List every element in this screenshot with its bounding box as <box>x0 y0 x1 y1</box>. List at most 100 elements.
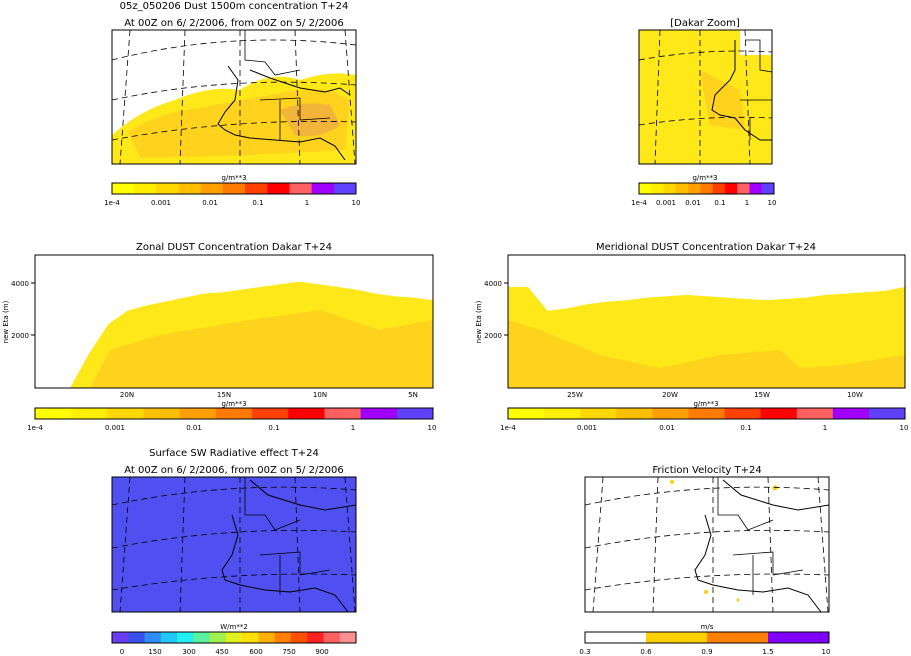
colorbar-swatch <box>200 183 224 194</box>
coastline <box>694 514 822 612</box>
meridional-x-axis: 25W 20W 15W 10W <box>567 391 863 399</box>
colorbar-frame <box>507 407 906 420</box>
colorbar-tick-label: 450 <box>215 648 228 656</box>
ustar-spot <box>670 480 674 484</box>
colorbar-tick-label: 1e-4 <box>104 199 120 207</box>
colorbar-swatch <box>288 408 325 419</box>
colorbar-swatch <box>112 632 129 643</box>
ustar-colorbar <box>584 631 830 644</box>
colorbar-swatch <box>639 183 652 194</box>
colorbar-tick-label: 0.3 <box>579 648 590 656</box>
coastline <box>221 514 349 612</box>
latitude-gridlines <box>585 486 829 591</box>
colorbar-swatch <box>258 632 276 643</box>
colorbar-swatch <box>707 632 769 643</box>
dakar-zoom-colorbar <box>638 182 775 195</box>
colorbar-tick-label: 10 <box>822 648 831 656</box>
colorbar-swatch <box>144 632 162 643</box>
colorbar-tick-label: 750 <box>282 648 295 656</box>
colorbar-swatch <box>333 183 357 194</box>
sw-colorbar <box>111 631 357 644</box>
colorbar-swatch <box>143 408 181 419</box>
colorbar-tick-label: 0.001 <box>577 424 597 432</box>
colorbar-swatch <box>360 408 398 419</box>
zonal-ylabel: new Eta (m) <box>2 300 10 343</box>
colorbar-swatch <box>760 408 798 419</box>
sw-colorbar-ticks: 0 150 300 450 600 750 900 <box>120 648 329 656</box>
meridional-field <box>508 255 905 388</box>
meridional-xtick-label: 25W <box>567 391 583 399</box>
country-borders <box>244 477 331 595</box>
colorbar-swatch <box>737 183 750 194</box>
colorbar-tick-label: 600 <box>249 648 262 656</box>
colorbar-swatch <box>289 183 313 194</box>
colorbar-swatch <box>768 632 830 643</box>
colorbar-tick-label: 0.01 <box>186 424 202 432</box>
colorbar-swatch <box>311 183 335 194</box>
ustar-unit: m/s <box>701 623 714 631</box>
colorbar-swatch <box>508 408 545 419</box>
meridional-colorbar <box>507 407 906 420</box>
zonal-ytick-label: 4000 <box>11 280 29 288</box>
ustar-spot <box>736 598 740 602</box>
zonal-xtick-label: 10N <box>313 391 327 399</box>
colorbar-tick-label: 0.01 <box>659 424 675 432</box>
colorbar-swatch <box>868 408 906 419</box>
meridional-y-axis: 4000 2000 new Eta (m) <box>475 280 508 343</box>
colorbar-tick-label: 0.01 <box>202 199 218 207</box>
colorbar-swatch <box>688 183 701 194</box>
ustar-spot <box>704 590 708 594</box>
country-borders <box>740 39 772 140</box>
colorbar-tick-label: 0 <box>120 648 124 656</box>
zonal-ytick-label: 2000 <box>11 332 29 340</box>
zonal-colorbar <box>34 407 434 420</box>
dust-map-subtitle: At 00Z on 6/ 2/2006, from 00Z on 5/ 2/20… <box>124 18 344 29</box>
colorbar-tick-label: 10 <box>900 424 909 432</box>
colorbar-swatch <box>107 408 145 419</box>
zonal-unit: g/m**3 <box>221 400 246 408</box>
sw-frame <box>111 476 357 613</box>
colorbar-frame <box>111 631 357 644</box>
colorbar-swatch <box>290 632 308 643</box>
dakar-zoom-title: [Dakar Zoom] <box>670 18 740 29</box>
zonal-field <box>35 255 433 388</box>
colorbar-swatch <box>160 632 178 643</box>
colorbar-swatch <box>761 183 775 194</box>
colorbar-swatch <box>324 408 362 419</box>
colorbar-swatch <box>156 183 180 194</box>
meridional-dust-core <box>508 320 905 388</box>
colorbar-tick-label: 0.001 <box>105 424 125 432</box>
dakar-zoom-field <box>639 30 772 164</box>
sw-subtitle: At 00Z on 6/ 2/2006, from 00Z on 5/ 2/20… <box>124 465 344 476</box>
meridional-section-panel: Meridional DUST Concentration Dakar T+24… <box>475 242 908 432</box>
dust-map-panel: 05z_050206 Dust 1500m concentration T+24… <box>104 1 360 207</box>
coastline <box>217 65 346 161</box>
colorbar-swatch <box>242 632 259 643</box>
colorbar-swatch <box>134 183 157 194</box>
colorbar-swatch <box>796 408 834 419</box>
colorbar-tick-label: 0.001 <box>656 199 676 207</box>
colorbar-swatch <box>112 183 135 194</box>
colorbar-swatch <box>749 183 763 194</box>
zonal-title: Zonal DUST Concentration Dakar T+24 <box>136 242 332 253</box>
colorbar-tick-label: 1 <box>305 199 309 207</box>
colorbar-swatch <box>177 632 194 643</box>
zonal-section-panel: Zonal DUST Concentration Dakar T+24 4000… <box>2 242 436 432</box>
dakar-zoom-panel: [Dakar Zoom] g/m**3 1e-4 0.001 0.01 0.1 … <box>631 18 776 207</box>
colorbar-tick-label: 1e-4 <box>631 199 647 207</box>
dakar-zoom-colorbar-ticks: 1e-4 0.001 0.01 0.1 1 10 <box>631 199 776 207</box>
longitude-gridlines <box>654 30 751 164</box>
meridional-ytick-label: 2000 <box>484 332 502 340</box>
colorbar-tick-label: 0.001 <box>151 199 171 207</box>
colorbar-tick-label: 300 <box>182 648 195 656</box>
ustar-spot <box>772 485 778 491</box>
colorbar-tick-label: 0.9 <box>701 648 712 656</box>
colorbar-swatch <box>700 183 714 194</box>
colorbar-tick-label: 150 <box>148 648 161 656</box>
colorbar-tick-label: 0.6 <box>640 648 652 656</box>
colorbar-swatch <box>646 632 708 643</box>
zonal-frame <box>34 254 434 389</box>
colorbar-swatch <box>663 183 677 194</box>
colorbar-swatch <box>544 408 581 419</box>
zonal-dust-core <box>90 310 433 388</box>
